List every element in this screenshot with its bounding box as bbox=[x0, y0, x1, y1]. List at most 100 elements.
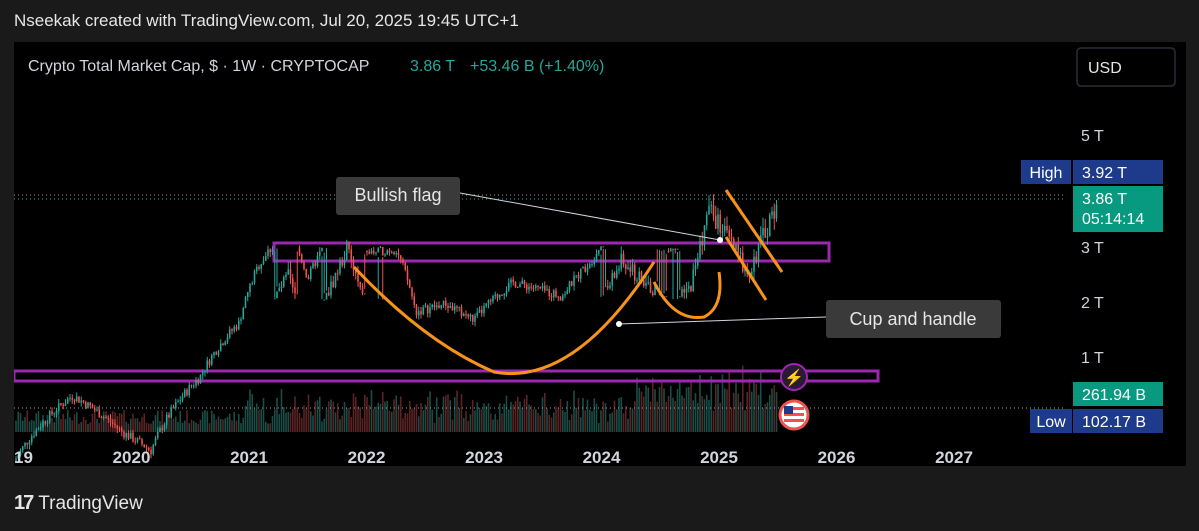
volume-bar bbox=[246, 400, 249, 432]
candle-body bbox=[352, 259, 355, 270]
candle-body bbox=[267, 249, 269, 256]
volume-bar bbox=[161, 410, 164, 432]
volume-bar bbox=[402, 418, 404, 432]
currency-button[interactable]: USD bbox=[1076, 47, 1176, 87]
volume-bar bbox=[620, 397, 623, 432]
volume-bar bbox=[449, 400, 452, 432]
price-chart[interactable]: Bullish flag Cup and handle ⚡ 2019202020… bbox=[14, 42, 1186, 466]
candle-body bbox=[334, 272, 337, 287]
volume-bar bbox=[728, 370, 731, 432]
candle-body bbox=[678, 296, 681, 298]
candle-body bbox=[728, 230, 731, 237]
candle-body bbox=[363, 293, 366, 295]
y-tick-label: 5 T bbox=[1081, 128, 1104, 145]
volume-bar bbox=[485, 406, 488, 432]
volume-bar bbox=[287, 411, 290, 432]
candle-body bbox=[62, 404, 65, 406]
candle-body bbox=[305, 268, 308, 278]
volume-bar bbox=[267, 423, 269, 432]
volume-bar bbox=[69, 417, 71, 432]
candle-body bbox=[658, 294, 661, 296]
volume-bar bbox=[249, 389, 251, 432]
candle-body bbox=[584, 266, 587, 272]
candle-body bbox=[215, 352, 218, 355]
volume-bar bbox=[156, 410, 159, 432]
candle-body bbox=[458, 307, 461, 309]
handle-curve bbox=[652, 271, 722, 320]
volume-bar bbox=[357, 406, 359, 432]
low-label: Low bbox=[1036, 414, 1066, 431]
volume-bar bbox=[458, 408, 461, 432]
candle-body bbox=[512, 279, 515, 282]
volume-bar bbox=[561, 410, 564, 432]
candle-body bbox=[348, 241, 350, 250]
candle-body bbox=[775, 204, 778, 219]
candle-body bbox=[449, 305, 452, 309]
candle-body bbox=[172, 407, 175, 409]
candle-body bbox=[240, 319, 242, 321]
resistance-zone bbox=[272, 241, 831, 263]
candle-body bbox=[82, 400, 85, 403]
volume-bar bbox=[748, 378, 751, 432]
candle-body bbox=[633, 264, 636, 281]
candle-body bbox=[249, 283, 251, 293]
candle-body bbox=[152, 444, 155, 455]
candle-body bbox=[505, 290, 508, 294]
volume-bar bbox=[260, 409, 263, 432]
volume-bar bbox=[37, 411, 40, 432]
bullish-flag-callout[interactable]: Bullish flag bbox=[336, 177, 460, 215]
candle-body bbox=[312, 263, 314, 268]
volume-bar bbox=[654, 389, 656, 432]
candle-body bbox=[89, 402, 92, 406]
volume-bar bbox=[24, 417, 26, 432]
candle-body bbox=[271, 248, 274, 253]
volume-bar bbox=[386, 400, 389, 432]
us-flag-icon[interactable] bbox=[778, 399, 810, 431]
lightning-icon[interactable]: ⚡ bbox=[780, 363, 808, 391]
candle-body bbox=[199, 374, 202, 384]
volume-bar bbox=[323, 418, 326, 432]
x-tick-label: 2019 bbox=[14, 448, 33, 466]
candle-body bbox=[566, 290, 569, 295]
horizontal-zones bbox=[14, 241, 880, 383]
candle-body bbox=[246, 292, 249, 298]
volume-bar bbox=[80, 421, 83, 432]
candle-body bbox=[647, 282, 650, 284]
x-tick-label: 2027 bbox=[935, 448, 973, 466]
candle-body bbox=[188, 385, 191, 396]
candle-body bbox=[523, 280, 526, 285]
volume-bar bbox=[453, 397, 456, 432]
volume-bar bbox=[771, 388, 773, 432]
candle-body bbox=[366, 250, 368, 252]
candle-body bbox=[543, 285, 546, 291]
candle-body bbox=[276, 291, 278, 299]
flag-pointer-line bbox=[459, 192, 721, 241]
candle-body bbox=[606, 286, 609, 288]
volume-bar bbox=[120, 413, 123, 432]
volume-bar bbox=[474, 410, 476, 432]
volume-bar bbox=[411, 408, 413, 432]
candle-body bbox=[494, 294, 497, 296]
volume-bar bbox=[406, 413, 409, 432]
candle-body bbox=[528, 286, 530, 290]
footer-brand[interactable]: 17 TradingView bbox=[14, 492, 143, 515]
candle-body bbox=[451, 305, 454, 311]
candle-body bbox=[591, 264, 593, 266]
volume-bar bbox=[602, 401, 605, 432]
candle-body bbox=[44, 421, 47, 424]
volume-bar bbox=[334, 412, 337, 432]
cup-handle-callout[interactable]: Cup and handle bbox=[826, 300, 1001, 338]
candle-body bbox=[501, 294, 503, 296]
volume-bar bbox=[336, 403, 339, 432]
candle-body bbox=[125, 432, 128, 438]
x-tick-label: 2024 bbox=[583, 448, 621, 466]
volume-bar bbox=[240, 423, 242, 432]
candle-body bbox=[699, 240, 701, 259]
candle-body bbox=[287, 269, 290, 275]
candle-body bbox=[622, 253, 625, 265]
high-badge: High 3.92 T bbox=[1021, 160, 1163, 184]
chart-panel[interactable]: Bullish flag Cup and handle ⚡ 2019202020… bbox=[14, 42, 1186, 466]
volume-bar bbox=[413, 408, 416, 432]
candle-body bbox=[111, 422, 114, 424]
candle-body bbox=[71, 398, 74, 400]
